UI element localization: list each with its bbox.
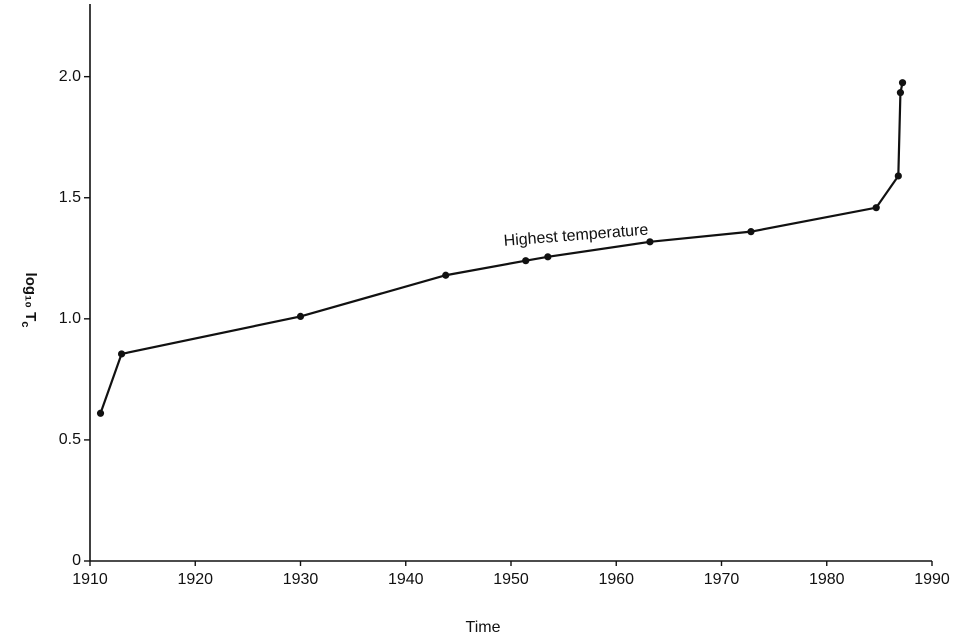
x-tick-label: 1910 (72, 571, 108, 588)
y-axis-label-sub: c (19, 321, 31, 327)
data-point (747, 228, 755, 236)
y-axis-label: log₁₀ Tc (19, 273, 39, 328)
y-tick-label: 0 (72, 552, 81, 569)
data-point (296, 312, 305, 321)
y-tick-label: 0.5 (59, 431, 81, 448)
y-axis-label-main: log₁₀ T (22, 273, 39, 322)
data-line (99, 82, 904, 414)
data-point (544, 253, 552, 261)
y-tick-label: 2.0 (59, 68, 81, 85)
x-axis-label: Time (466, 619, 501, 636)
x-tick-label: 1950 (493, 571, 529, 588)
data-point (646, 238, 654, 246)
x-tick-label: 1980 (809, 571, 845, 588)
x-tick-label: 1970 (704, 571, 740, 588)
data-point (117, 350, 126, 358)
y-tick-label: 1.5 (59, 189, 81, 206)
data-point (896, 89, 905, 97)
x-tick-label: 1990 (914, 571, 950, 588)
data-point (96, 409, 105, 417)
x-tick-label: 1920 (177, 571, 213, 588)
x-tick-label: 1960 (598, 571, 634, 588)
data-point (442, 271, 450, 279)
data-point (872, 204, 880, 212)
x-tick-label: 1940 (388, 571, 424, 588)
data-point (894, 172, 902, 180)
x-tick-label: 1930 (283, 571, 319, 588)
y-tick-label: 1.0 (59, 310, 81, 327)
data-point (898, 79, 907, 87)
data-point (522, 257, 530, 265)
